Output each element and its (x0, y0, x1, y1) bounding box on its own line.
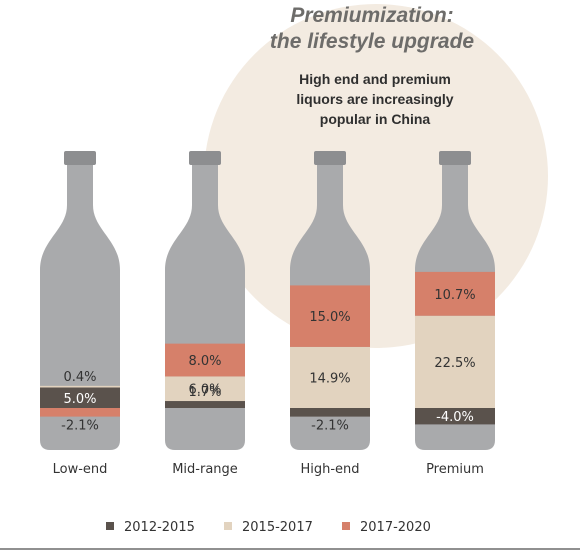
data-label-2015-2017: 14.9% (309, 371, 350, 386)
category-label: Premium (426, 462, 484, 477)
bottle-premium: -4.0% 22.5% 10.7% Premium (415, 151, 495, 477)
bar-segment-2017-2020 (165, 343, 245, 377)
bar-segment-2015-2017 (290, 346, 370, 408)
legend-label: 2015-2017 (242, 520, 313, 535)
data-label-2017-2020: 10.7% (434, 288, 475, 303)
bar-segment-2015-2017 (415, 315, 495, 408)
legend-swatch (342, 522, 350, 530)
legend-swatch (106, 522, 114, 530)
category-label: High-end (300, 462, 359, 477)
legend: 2012-2015 2015-2017 2017-2020 (106, 520, 431, 535)
category-label: Low-end (53, 462, 108, 477)
bar-segment-2017-2020 (40, 408, 120, 417)
bar-segment-2017-2020 (290, 285, 370, 347)
bottle-mid-range: 1.7%6.0% 8.0% Mid-range (165, 151, 245, 477)
data-label-2017-2020: 8.0% (188, 354, 221, 369)
bar-segment-2012-2015 (40, 387, 120, 408)
chart-title: Premiumization: (290, 4, 453, 27)
legend-item-2015-2017: 2015-2017 (224, 520, 313, 535)
data-label-2017-2020: 15.0% (309, 310, 350, 325)
bottle-low-end: 5.0% 0.4% -2.1% Low-end (40, 151, 120, 477)
bottle-high-end: -2.1% 14.9% 15.0% High-end (290, 151, 370, 477)
data-label-2012-2015: -2.1% (311, 419, 349, 434)
chart-subtitle-line2: liquors are increasingly (296, 91, 453, 107)
data-label-2015-2017: 22.5% (434, 356, 475, 371)
category-label: Mid-range (172, 462, 238, 477)
legend-label: 2012-2015 (124, 520, 195, 535)
bar-segment-2015-2017 (165, 376, 245, 402)
legend-item-2017-2020: 2017-2020 (342, 520, 431, 535)
bar-segment-2012-2015 (415, 408, 495, 425)
legend-label: 2017-2020 (360, 520, 431, 535)
bar-segment-2015-2017 (40, 385, 120, 388)
data-label-2012-2015: 1.7% (188, 385, 221, 400)
bottle-cap (439, 151, 471, 165)
bar-segment-2012-2015 (165, 401, 245, 408)
chart-title-line2: the lifestyle upgrade (270, 30, 475, 53)
bottle-cap (189, 151, 221, 165)
legend-swatch (224, 522, 232, 530)
chart-subtitle-line1: High end and premium (299, 71, 451, 87)
bottle-cap (64, 151, 96, 165)
background-circle (204, 4, 548, 348)
bar-segment-2017-2020 (415, 271, 495, 316)
chart-subtitle-line3: popular in China (320, 111, 431, 127)
bottle-cap (314, 151, 346, 165)
data-label-2012-2015: -4.0% (436, 410, 474, 425)
data-label-2015-2017: 0.4% (63, 370, 96, 385)
bar-segment-2012-2015 (290, 408, 370, 417)
data-label-2015-2017: 6.0% (188, 383, 221, 398)
bottle-body (40, 165, 120, 450)
data-label-2017-2020: -2.1% (61, 419, 99, 434)
data-label-2012-2015: 5.0% (63, 392, 96, 407)
legend-item-2012-2015: 2012-2015 (106, 520, 195, 535)
bottles: 5.0% 0.4% -2.1% Low-end 1.7%6.0% 8.0% Mid-rang… (40, 151, 495, 477)
